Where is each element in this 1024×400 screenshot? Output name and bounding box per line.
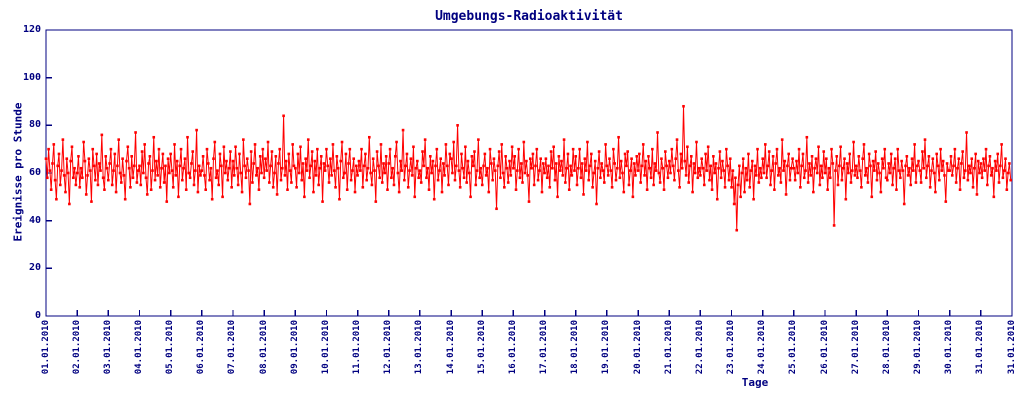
x-tick-label: 06.01.2010 — [196, 320, 207, 375]
x-tick-label: 27.01.2010 — [850, 320, 861, 375]
x-tick-label: 24.01.2010 — [757, 320, 768, 375]
x-tick-label: 17.01.2010 — [539, 320, 550, 375]
x-tick-label: 19.01.2010 — [601, 320, 612, 375]
y-tick-label: 40 — [28, 214, 41, 226]
data-series-points — [44, 104, 1012, 232]
x-tick-label: 28.01.2010 — [881, 320, 892, 375]
y-tick-label: 80 — [28, 119, 41, 131]
x-tick-label: 16.01.2010 — [507, 320, 518, 375]
x-tick-label: 30.01.2010 — [944, 320, 955, 375]
x-tick-label: 31.01.2010 — [1006, 320, 1017, 375]
chart-title: Umgebungs-Radioaktivität — [435, 9, 623, 24]
x-tick-label: 02.01.2010 — [71, 320, 82, 375]
y-tick-label: 0 — [34, 310, 41, 321]
x-tick-label: 04.01.2010 — [133, 320, 144, 375]
x-tick-label: 18.01.2010 — [570, 320, 581, 375]
x-tick-label: 20.01.2010 — [632, 320, 643, 375]
x-tick-label: 22.01.2010 — [694, 320, 705, 375]
x-tick-label: 09.01.2010 — [289, 320, 300, 375]
x-tick-label: 07.01.2010 — [227, 320, 238, 375]
x-tick-label: 03.01.2010 — [102, 320, 113, 375]
x-tick-label: 14.01.2010 — [445, 320, 456, 375]
x-tick-label: 29.01.2010 — [913, 320, 924, 375]
y-tick-label: 60 — [28, 167, 41, 178]
x-tick-label: 11.01.2010 — [352, 320, 363, 375]
x-axis-label: Tage — [741, 376, 769, 389]
x-tick-label: 21.01.2010 — [663, 320, 674, 375]
x-tick-label: 15.01.2010 — [476, 320, 487, 375]
y-tick-label: 120 — [22, 24, 41, 35]
x-tick-label: 01.01.2010 — [40, 320, 51, 375]
x-tick-label: 23.01.2010 — [726, 320, 737, 375]
x-tick-label: 08.01.2010 — [258, 320, 269, 375]
y-tick-label: 100 — [22, 71, 41, 83]
x-tick-label: 13.01.2010 — [414, 320, 425, 375]
x-tick-label: 31.01.2010 — [975, 320, 986, 375]
y-tick-label: 20 — [28, 262, 41, 274]
data-series-line — [45, 106, 1012, 231]
x-tick-label: 12.01.2010 — [383, 320, 394, 375]
x-tick-label: 25.01.2010 — [788, 320, 799, 375]
x-tick-label: 05.01.2010 — [165, 320, 176, 375]
x-tick-label: 26.01.2010 — [819, 320, 830, 375]
x-tick-label: 10.01.2010 — [320, 320, 331, 375]
